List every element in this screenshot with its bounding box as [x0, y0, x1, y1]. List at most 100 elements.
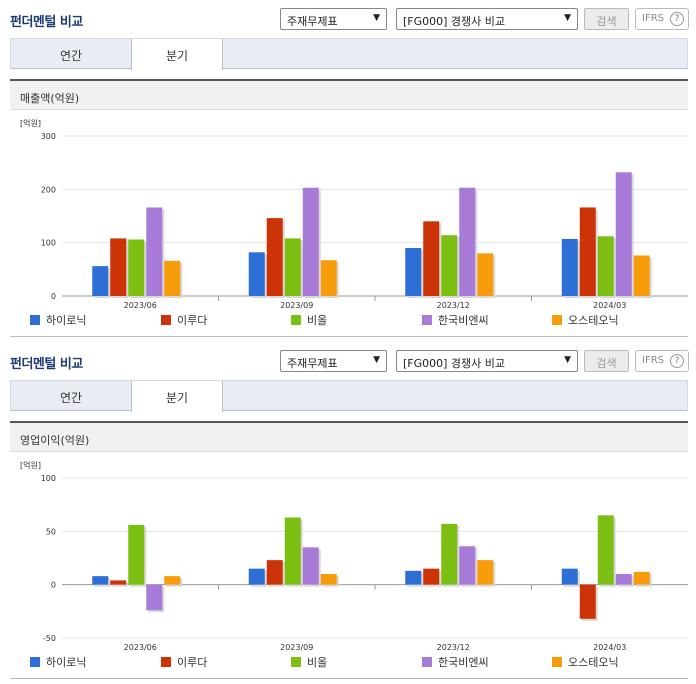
statement-select[interactable]: 주재무제표 ▼	[280, 8, 387, 30]
legend-item[interactable]: 비올	[291, 654, 327, 670]
x-tick-label: 2024/03	[593, 643, 626, 652]
bar	[146, 207, 163, 296]
bar	[405, 570, 422, 585]
x-tick-label: 2024/03	[593, 301, 626, 310]
tab-annual[interactable]: 연간	[59, 391, 83, 405]
bar	[423, 568, 440, 585]
legend-label: 이루다	[177, 656, 208, 669]
legend-item[interactable]: 하이로닉	[30, 312, 86, 328]
bar	[615, 172, 632, 296]
revenue-chart: [억원] 0 100 200 300 2023/06 2023/09 2023/12 2024/…	[20, 118, 688, 310]
bar	[579, 207, 596, 296]
comparison-select[interactable]: [FG000] 경쟁사 비교 ▼	[396, 350, 578, 372]
bar	[423, 221, 440, 296]
comparison-select[interactable]: [FG000] 경쟁사 비교 ▼	[396, 8, 578, 30]
period-tabs: 연간 분기	[10, 380, 688, 412]
legend-swatch	[30, 657, 40, 667]
bar	[128, 524, 145, 585]
legend-item[interactable]: 한국비엔씨	[422, 312, 489, 328]
bar	[441, 235, 458, 296]
chevron-down-icon: ▼	[373, 13, 380, 23]
bar	[320, 574, 337, 585]
legend-swatch	[422, 657, 432, 667]
legend-item[interactable]: 비올	[291, 312, 327, 328]
chart-legend: 하이로닉 이루다 비올 한국비엔씨 오스테오닉	[30, 654, 690, 670]
bar	[92, 576, 109, 585]
ifrs-help-button[interactable]: IFRS ?	[635, 350, 689, 372]
y-tick-label: 100	[41, 239, 56, 248]
bar	[561, 238, 578, 296]
statement-select-value: 주재무제표	[287, 15, 338, 28]
legend-label: 이루다	[177, 314, 208, 327]
legend-swatch	[552, 657, 562, 667]
section-header: 펀더멘털 비교 주재무제표 ▼ [FG000] 경쟁사 비교 ▼ 검색 IFRS…	[0, 342, 696, 378]
legend-item[interactable]: 한국비엔씨	[422, 654, 489, 670]
period-tabs: 연간 분기	[10, 38, 688, 70]
legend-item[interactable]: 이루다	[161, 312, 207, 328]
tab-annual[interactable]: 연간	[59, 49, 83, 63]
search-button[interactable]: 검색	[584, 8, 629, 30]
comparison-select-value: [FG000] 경쟁사 비교	[403, 15, 506, 28]
bar	[405, 248, 422, 296]
chevron-down-icon: ▼	[373, 355, 380, 365]
section-title: 펀더멘털 비교	[10, 357, 83, 372]
y-unit-label: [억원]	[20, 460, 41, 470]
ifrs-label: IFRS	[642, 355, 664, 366]
legend-swatch	[291, 657, 301, 667]
legend-swatch	[161, 657, 171, 667]
legend-item[interactable]: 오스테오닉	[552, 312, 619, 328]
y-tick-label: -50	[43, 634, 56, 643]
bar	[579, 584, 596, 619]
bar	[248, 252, 265, 296]
legend-label: 하이로닉	[46, 656, 87, 669]
y-tick-label: 50	[46, 527, 56, 536]
legend-swatch	[161, 315, 171, 325]
section-divider	[10, 678, 688, 679]
bar	[615, 574, 632, 585]
help-icon: ?	[670, 12, 684, 26]
bar	[561, 568, 578, 585]
fundamental-section-operating-profit: 펀더멘털 비교 주재무제표 ▼ [FG000] 경쟁사 비교 ▼ 검색 IFRS…	[0, 342, 696, 684]
statement-select[interactable]: 주재무제표 ▼	[280, 350, 387, 372]
legend-swatch	[291, 315, 301, 325]
bar	[459, 187, 476, 296]
bar	[164, 260, 181, 296]
legend-label: 오스테오닉	[568, 656, 619, 669]
tab-quarterly[interactable]: 분기	[131, 381, 223, 412]
bar	[302, 187, 319, 296]
search-button[interactable]: 검색	[584, 350, 629, 372]
bar	[164, 576, 181, 585]
bar	[248, 568, 265, 585]
y-unit-label: [억원]	[20, 118, 41, 128]
legend-item[interactable]: 하이로닉	[30, 654, 86, 670]
legend-swatch	[422, 315, 432, 325]
bar	[320, 260, 337, 296]
bar	[302, 547, 319, 585]
x-tick-label: 2023/06	[124, 643, 157, 652]
legend-label: 하이로닉	[46, 314, 87, 327]
legend-item[interactable]: 이루다	[161, 654, 207, 670]
x-tick-label: 2023/09	[280, 301, 313, 310]
chart-subtitle: 매출액(억원)	[10, 79, 688, 110]
chevron-down-icon: ▼	[564, 355, 571, 365]
x-tick-label: 2023/12	[437, 301, 470, 310]
legend-label: 한국비엔씨	[438, 314, 489, 327]
chart-legend: 하이로닉 이루다 비올 한국비엔씨 오스테오닉	[30, 312, 690, 328]
y-tick-label: 0	[51, 292, 56, 301]
ifrs-help-button[interactable]: IFRS ?	[635, 8, 689, 30]
legend-label: 비올	[307, 314, 328, 327]
legend-label: 비올	[307, 656, 328, 669]
bar	[597, 236, 614, 296]
x-tick-label: 2023/12	[437, 643, 470, 652]
bar	[477, 560, 494, 585]
x-tick-label: 2023/06	[124, 301, 157, 310]
bar	[110, 238, 127, 296]
y-tick-label: 200	[41, 185, 56, 194]
tab-quarterly[interactable]: 분기	[131, 39, 223, 70]
help-icon: ?	[670, 354, 684, 368]
bar	[128, 239, 145, 296]
legend-item[interactable]: 오스테오닉	[552, 654, 619, 670]
bar	[633, 255, 650, 296]
y-tick-label: 300	[41, 132, 56, 141]
chart-subtitle: 영업이익(억원)	[10, 421, 688, 452]
